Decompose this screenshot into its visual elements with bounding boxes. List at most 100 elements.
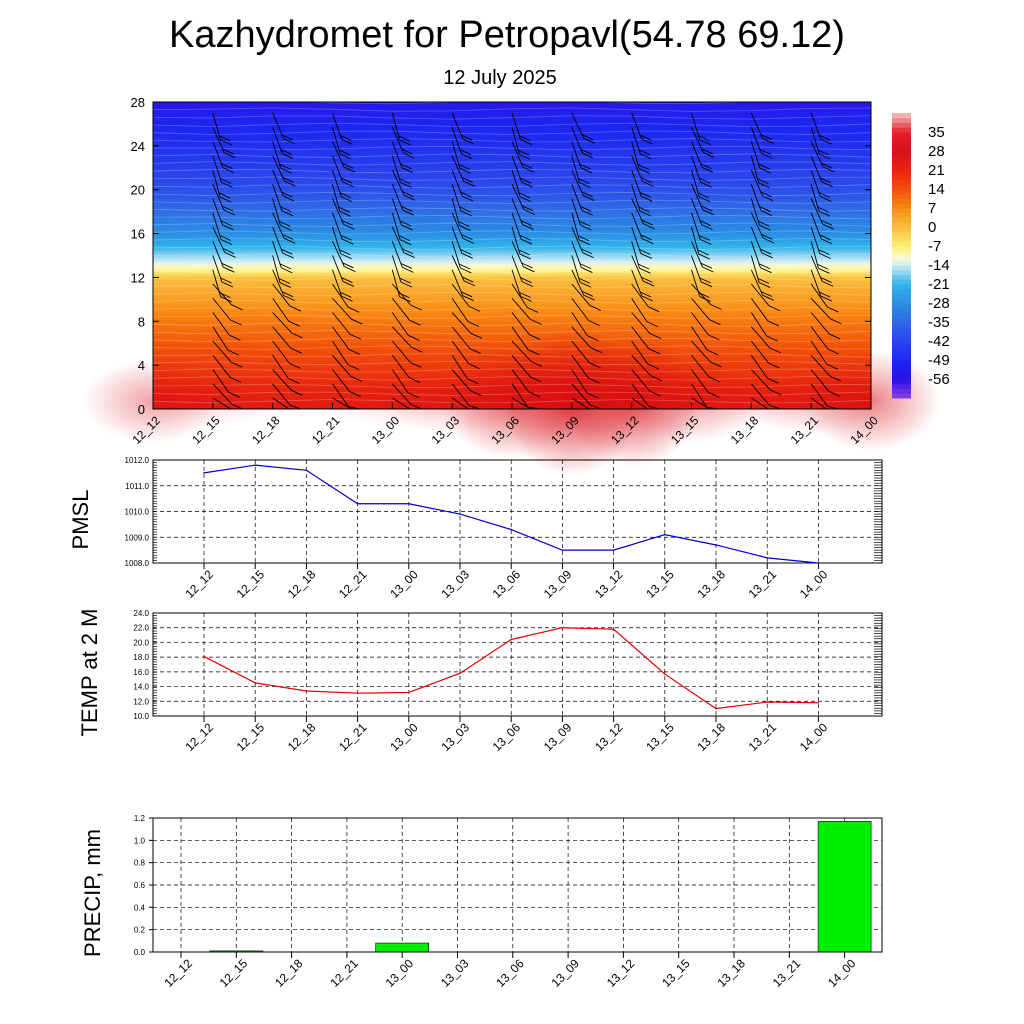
wind-barb-staff [691,269,701,297]
isotherm [152,299,872,304]
wind-barb-staff [571,383,591,406]
wind-barb-feather [219,235,231,241]
wind-barb-staff [272,212,285,239]
chart-subtitle: 12 July 2025 [443,67,556,89]
wind-barb-staff [810,397,827,410]
wind-barb-feather [699,196,711,203]
wind-barb-staff [391,369,409,393]
wind-barb-staff [691,198,702,225]
wind-barb-feather [221,181,233,188]
wind-barb-feather [821,162,833,169]
data-point [203,655,205,658]
wind-barb-feather [458,221,470,227]
wind-barb-feather [638,149,651,156]
wind-barb-feather [583,195,595,201]
y-tick-label: 1.2 [134,814,146,823]
wind-barb-staff [391,155,401,183]
isotherm [152,322,872,327]
wind-barb-feather [699,177,711,184]
x-tick-label: 13_00 [383,956,417,990]
wind-barb-feather [341,277,353,283]
wind-barb-feather [641,276,653,283]
wind-barb-feather [820,276,832,283]
wind-barb-feather [822,223,834,230]
wind-barb-feather [398,235,411,242]
wind-barb-feather [341,295,353,302]
wind-barb-feather [580,224,592,231]
wind-barb-staff [810,354,831,377]
wind-barb-feather [759,167,772,174]
wind-barb-feather [579,263,592,270]
wind-barb-staff [571,369,588,394]
colorbar-segment [892,184,911,190]
wind-barb-staff [511,212,522,240]
wind-barb-feather [639,267,651,274]
wind-barb-staff [511,112,522,140]
wind-barb-staff [451,198,460,226]
wind-barb-feather [589,305,602,311]
wind-barb-staff [810,127,820,155]
wind-barb-feather [341,139,353,145]
wind-barb-feather [758,282,771,288]
wind-barb-feather [344,266,356,273]
wind-barb-feather [641,295,653,302]
wind-barb-staff [631,298,648,322]
colorbar-segment [892,350,911,356]
wind-barb-feather [698,292,710,298]
wind-barb-feather [819,177,832,184]
wind-barb-feather [588,377,600,384]
wind-barb-feather [399,139,411,146]
wind-barb-staff [631,226,642,254]
wind-barb-feather [530,318,542,325]
wind-barb-feather [403,194,416,201]
wind-barb-feather [462,138,474,145]
colorbar-label: 0 [928,219,936,236]
wind-barb-staff [750,212,764,239]
wind-barb-feather [817,149,830,156]
wind-barb-staff [451,369,471,391]
wind-barb-feather [348,349,361,355]
wind-barb-staff [571,198,581,226]
wind-barb-feather [290,347,302,354]
isotherm [152,130,872,135]
wind-barb-staff [511,397,531,410]
colorbar-segment [892,141,911,147]
wind-barb-staff [511,340,532,362]
wind-barb-feather [281,248,293,255]
wind-barb-staff [391,255,402,283]
x-tick-label: 13_06 [493,956,527,990]
y-tick-label: 24 [131,139,145,154]
wind-barb-feather [280,149,292,155]
isotherm [152,268,872,274]
wind-barb-staff [571,397,590,410]
wind-barb-feather [282,153,294,159]
data-point [305,690,308,692]
wind-barb-feather [409,319,421,326]
wind-barb-staff [631,212,643,239]
isotherm [152,161,872,166]
wind-barb-feather [281,191,293,198]
wind-barb-feather [521,181,533,188]
wind-barb-feather [279,263,292,270]
colorbar-segment [892,132,911,138]
wind-barb-feather [767,377,779,384]
wind-barb-feather [830,318,842,325]
isotherm [152,199,872,204]
wind-barb-feather [340,253,352,260]
isotherm [152,237,872,243]
wind-barb-feather [339,192,352,199]
isotherm [152,260,872,266]
x-tick-label: 13_18 [694,720,728,754]
colorbar-segment [892,345,911,351]
wind-barb-feather [459,167,472,174]
wind-barb-feather [400,163,412,170]
wind-barb-staff [332,112,343,140]
data-point [305,469,308,472]
wind-barb-feather [463,180,475,187]
wind-barb-feather [339,210,351,217]
colorbar-segment [892,326,911,332]
y-axis-label: PMSL [68,490,93,550]
isotherm-lines [152,99,872,404]
wind-barb-staff [571,269,585,296]
wind-barb-staff [631,326,650,350]
